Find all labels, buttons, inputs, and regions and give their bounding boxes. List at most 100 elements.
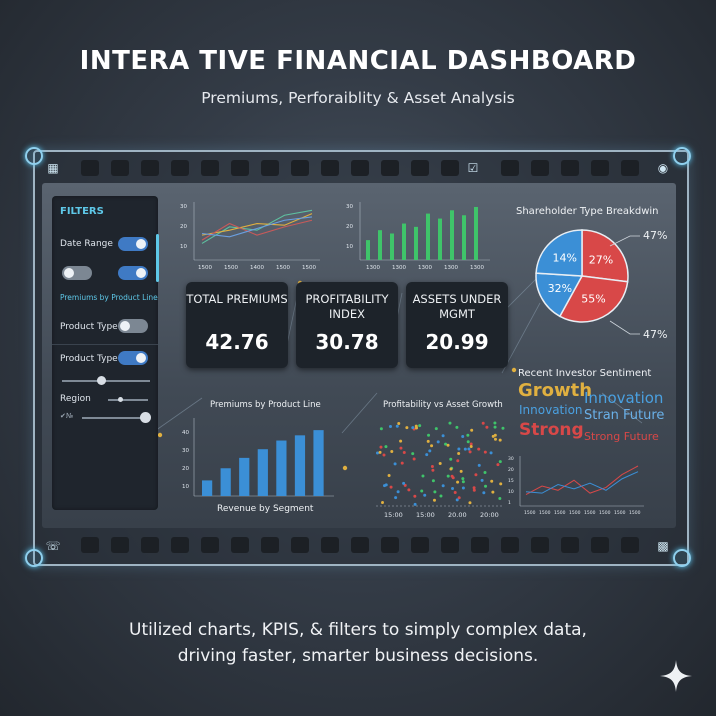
bar (438, 218, 442, 260)
x-tick-label: 1500 (554, 510, 566, 516)
x-tick-label: 1300 (392, 265, 406, 271)
premiums-by-product-line-filter[interactable]: Premiums by Product Line (60, 293, 158, 302)
kpi-profitability-index[interactable]: PROFITABILITY INDEX 30.78 (296, 282, 398, 368)
slider-handle[interactable] (97, 376, 106, 385)
scatter-point (390, 450, 394, 454)
product-type-slider[interactable] (62, 380, 150, 382)
scatter-point (498, 460, 502, 464)
bar (474, 206, 478, 260)
scatter-point (455, 498, 459, 502)
scatter-point (451, 486, 455, 490)
scatter-point (501, 426, 505, 430)
scatter-point (399, 446, 403, 450)
footer-line-1: Utilized charts, KPIS, & filters to simp… (129, 620, 587, 640)
scatter-point (498, 497, 502, 501)
scatter-point (441, 434, 445, 438)
scatter-point (426, 439, 430, 443)
film-sprocket-hole (501, 537, 519, 553)
kpi-total-premiums[interactable]: TOTAL PREMIUMS 42.76 (186, 282, 288, 368)
scatter-point (427, 433, 431, 437)
scatter-title: Profitability vs Asset Growth (383, 400, 503, 410)
film-sprocket-hole (321, 537, 339, 553)
scatter-point (481, 421, 485, 425)
scatter-point (468, 450, 472, 454)
camera-icon[interactable]: ◉ (657, 161, 669, 175)
kpi-label: ASSETS UNDER MGMT (412, 292, 502, 321)
scatter-point (448, 421, 452, 425)
y-tick-label: 10 (180, 244, 187, 250)
scatter-point (412, 457, 416, 461)
film-sprocket-hole (201, 160, 219, 176)
scatter-point (378, 450, 382, 454)
scatter-point (375, 451, 379, 455)
scatter-point (456, 480, 460, 484)
x-tick-label: 1300 (418, 265, 432, 271)
scatter-point (499, 482, 503, 486)
y-tick-label: 1 (508, 500, 511, 506)
scatter-point (455, 425, 459, 429)
scatter-point (496, 463, 500, 467)
scatter-point (414, 424, 418, 428)
filters-scrollbar[interactable] (156, 234, 159, 282)
bar (366, 240, 370, 260)
pie-outer-label-bottom: 47% (643, 328, 668, 341)
scatter-point (474, 473, 478, 477)
y-tick-label: 10 (346, 244, 353, 250)
scatter-point (425, 453, 429, 457)
y-tick-label: 10 (182, 484, 189, 490)
y-tick-label: 15 (508, 478, 514, 484)
bar (239, 457, 250, 496)
kpi-label: TOTAL PREMIUMS (186, 292, 288, 306)
phone-icon[interactable]: ☏ (45, 539, 61, 553)
scatter-point (477, 447, 481, 451)
region-range-slider[interactable] (82, 417, 144, 419)
scatter-point (384, 483, 388, 487)
region-slider-handle[interactable] (118, 397, 123, 402)
scatter-point (405, 426, 409, 430)
x-tick-label: 20.00 (448, 511, 467, 519)
bar (257, 449, 268, 496)
film-sprocket-hole (501, 160, 519, 176)
x-tick-label: 1500 (524, 510, 536, 516)
chart-icon[interactable]: ▦ (47, 161, 59, 175)
kpi-value: 20.99 (425, 330, 489, 354)
kpi-assets-under-mgmt[interactable]: ASSETS UNDER MGMT 20.99 (406, 282, 508, 368)
pie-slice (581, 229, 629, 283)
region-range-handle[interactable] (140, 412, 151, 423)
product-type-toggle[interactable] (118, 319, 148, 333)
scatter-point (395, 424, 399, 428)
x-tick-label: 1500 (276, 265, 290, 271)
filters-title: FILTERS (60, 206, 104, 217)
scatter-point (498, 438, 502, 442)
scatter-point (456, 459, 460, 463)
film-strip-bottom (33, 530, 685, 560)
scatter-point (384, 445, 388, 449)
date-range-toggle[interactable] (118, 237, 148, 251)
scatter-point (379, 427, 383, 431)
filter-toggle-off[interactable] (62, 266, 92, 280)
scatter-point (477, 463, 481, 467)
calendar-check-icon[interactable]: ☑ (467, 161, 479, 175)
film-sprocket-hole (141, 537, 159, 553)
scatter-chart: 15:00 15:00 20.00 20:00 (375, 421, 505, 519)
x-tick-label: 1400 (250, 265, 264, 271)
bar (402, 223, 406, 260)
product-type-toggle-2[interactable] (118, 351, 148, 365)
x-tick-label: 1500 (629, 510, 641, 516)
bar-chart-icon[interactable]: ▩ (657, 539, 669, 553)
pie-outer-label-top: 47% (643, 229, 668, 242)
x-tick-label: 1500 (614, 510, 626, 516)
scatter-point (461, 480, 465, 484)
film-sprocket-hole (621, 537, 639, 553)
scatter-point (469, 442, 473, 446)
sentiment-word: Innovation (584, 389, 664, 407)
scatter-point (457, 496, 461, 500)
region-slider[interactable] (108, 399, 148, 401)
scatter-point (389, 485, 393, 489)
film-sprocket-hole (591, 537, 609, 553)
filter-toggle-on[interactable] (118, 266, 148, 280)
premiums-chart-xlabel: Revenue by Segment (217, 504, 314, 514)
scatter-point (402, 451, 406, 455)
scatter-point (472, 488, 476, 492)
scatter-point (413, 494, 417, 498)
